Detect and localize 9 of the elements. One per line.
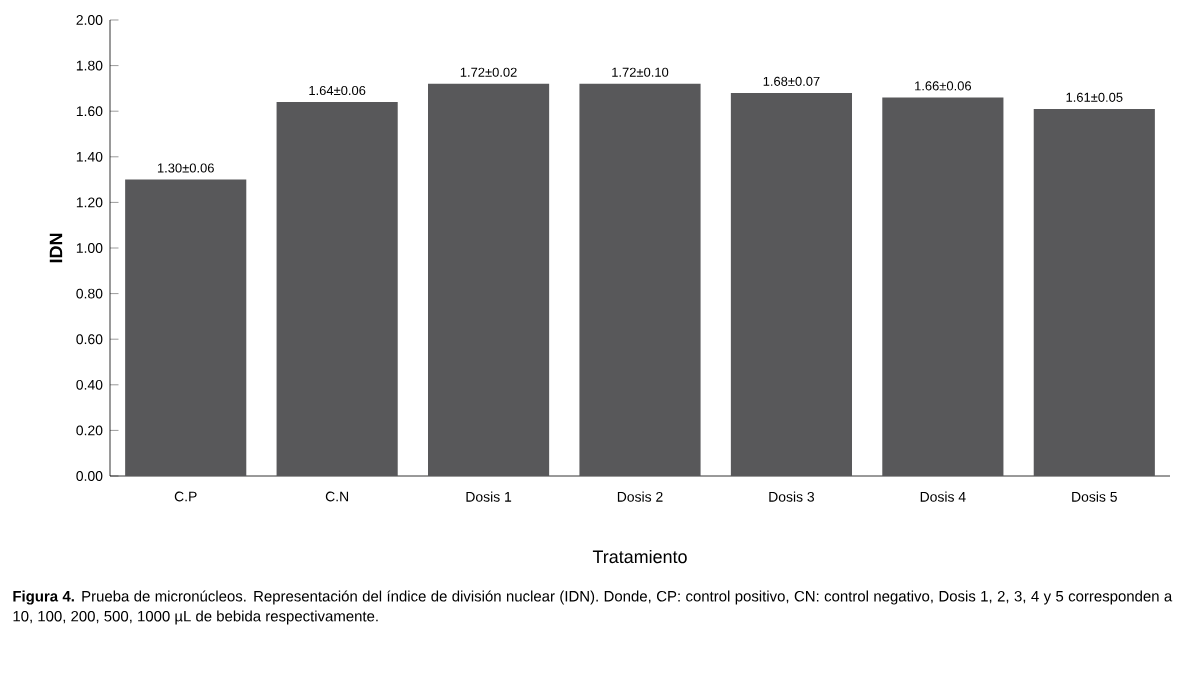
bar	[579, 83, 701, 476]
bar	[882, 97, 1004, 476]
x-axis-title: Tratamiento	[592, 549, 687, 564]
y-axis-title: IDN	[49, 233, 63, 263]
bar	[125, 179, 247, 476]
bar	[1033, 108, 1155, 476]
bar	[276, 102, 398, 476]
bar	[428, 83, 550, 476]
bar	[730, 92, 853, 476]
